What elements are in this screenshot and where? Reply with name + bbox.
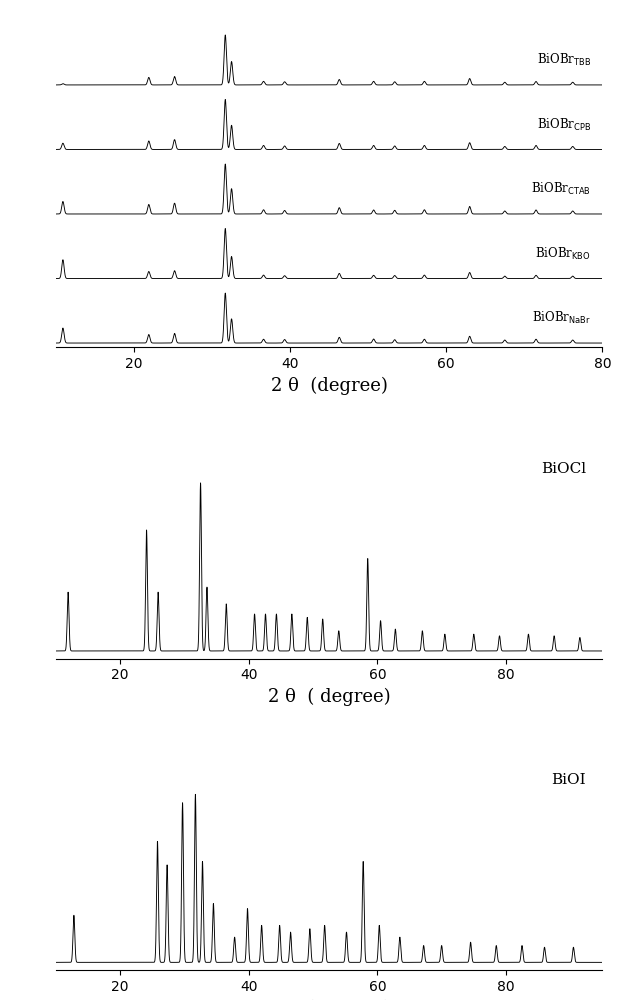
X-axis label: 2 θ  (degree): 2 θ (degree)	[271, 376, 388, 395]
Text: BiOBr$_{\mathrm{TBB}}$: BiOBr$_{\mathrm{TBB}}$	[537, 52, 591, 68]
Text: BiOI: BiOI	[551, 773, 586, 787]
Text: BiOCl: BiOCl	[541, 462, 586, 476]
Text: BiOBr$_{\mathrm{NaBr}}$: BiOBr$_{\mathrm{NaBr}}$	[532, 310, 591, 326]
Text: BiOBr$_{\mathrm{CPB}}$: BiOBr$_{\mathrm{CPB}}$	[537, 116, 591, 133]
Text: BiOBr$_{\mathrm{CTAB}}$: BiOBr$_{\mathrm{CTAB}}$	[531, 181, 591, 197]
Text: BiOBr$_{\mathrm{KBO}}$: BiOBr$_{\mathrm{KBO}}$	[535, 245, 591, 262]
X-axis label: 2 θ  ( degree): 2 θ ( degree)	[268, 688, 391, 706]
